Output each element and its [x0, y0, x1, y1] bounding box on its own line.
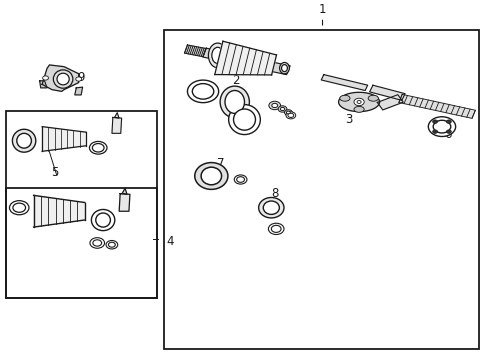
Text: 9: 9 — [78, 71, 85, 84]
Ellipse shape — [224, 90, 244, 113]
Bar — [5, 188, 157, 298]
Circle shape — [268, 101, 280, 110]
Polygon shape — [214, 41, 276, 75]
Text: 7: 7 — [217, 157, 224, 170]
Circle shape — [353, 98, 364, 105]
Ellipse shape — [12, 129, 36, 152]
Polygon shape — [114, 113, 119, 118]
Ellipse shape — [367, 95, 378, 101]
Ellipse shape — [353, 107, 364, 112]
Ellipse shape — [233, 109, 255, 130]
Polygon shape — [42, 127, 86, 151]
Ellipse shape — [281, 64, 287, 72]
Text: 2: 2 — [232, 74, 240, 87]
Ellipse shape — [279, 63, 289, 74]
Ellipse shape — [96, 213, 110, 227]
Ellipse shape — [53, 70, 73, 88]
Text: 3: 3 — [345, 113, 352, 126]
Circle shape — [446, 130, 450, 133]
Ellipse shape — [263, 201, 279, 215]
Text: 4: 4 — [166, 235, 174, 248]
Ellipse shape — [201, 167, 221, 185]
Ellipse shape — [220, 86, 249, 118]
Ellipse shape — [258, 198, 284, 218]
Circle shape — [268, 223, 284, 234]
Circle shape — [284, 110, 292, 115]
Circle shape — [432, 120, 450, 133]
Circle shape — [106, 240, 118, 249]
Circle shape — [285, 112, 295, 119]
Circle shape — [234, 175, 246, 184]
Polygon shape — [112, 117, 122, 133]
Circle shape — [287, 113, 293, 117]
Polygon shape — [119, 194, 130, 211]
Circle shape — [278, 106, 286, 112]
Circle shape — [13, 203, 25, 212]
Bar — [163, 30, 478, 349]
Circle shape — [271, 103, 277, 108]
Text: 8: 8 — [271, 187, 278, 200]
Circle shape — [108, 242, 115, 247]
Circle shape — [432, 130, 437, 133]
Polygon shape — [398, 94, 474, 118]
Circle shape — [286, 111, 290, 114]
Ellipse shape — [228, 105, 260, 135]
Polygon shape — [377, 95, 403, 110]
Polygon shape — [34, 195, 84, 227]
Circle shape — [187, 80, 218, 103]
Ellipse shape — [91, 210, 115, 231]
Polygon shape — [42, 65, 79, 91]
Circle shape — [93, 240, 102, 246]
Bar — [5, 111, 157, 298]
Circle shape — [236, 177, 244, 182]
Ellipse shape — [57, 73, 69, 85]
Ellipse shape — [339, 95, 349, 101]
Polygon shape — [203, 48, 289, 75]
Circle shape — [280, 107, 284, 111]
Circle shape — [192, 84, 213, 99]
Circle shape — [446, 120, 450, 123]
Polygon shape — [184, 45, 205, 57]
Circle shape — [356, 100, 361, 103]
Polygon shape — [338, 92, 379, 112]
Circle shape — [432, 120, 437, 123]
Text: 1: 1 — [318, 3, 325, 15]
Polygon shape — [122, 188, 127, 194]
Circle shape — [90, 238, 104, 248]
Circle shape — [427, 117, 455, 136]
Circle shape — [271, 225, 281, 233]
Text: 5: 5 — [51, 166, 58, 179]
Polygon shape — [321, 75, 367, 90]
Circle shape — [9, 201, 29, 215]
Circle shape — [76, 77, 81, 81]
Polygon shape — [75, 87, 82, 95]
Text: 6: 6 — [444, 129, 451, 141]
Circle shape — [92, 144, 104, 152]
Ellipse shape — [211, 47, 223, 63]
Circle shape — [42, 76, 48, 80]
Circle shape — [89, 141, 107, 154]
Polygon shape — [40, 81, 47, 88]
Ellipse shape — [208, 43, 226, 68]
Ellipse shape — [194, 163, 227, 189]
Ellipse shape — [17, 133, 31, 148]
Polygon shape — [369, 85, 404, 100]
